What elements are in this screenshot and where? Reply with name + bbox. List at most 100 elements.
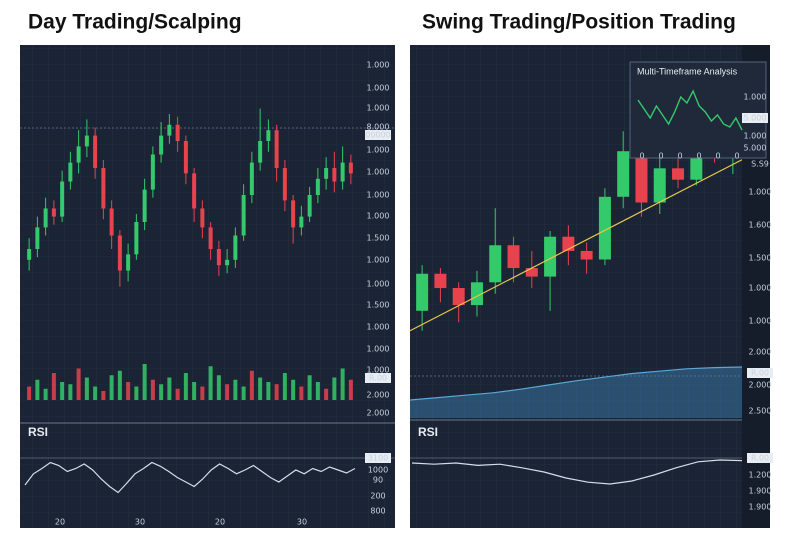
axis-label: R.00	[369, 374, 387, 383]
candle-body	[150, 154, 155, 190]
candle-body	[43, 208, 48, 228]
label-box	[747, 453, 773, 463]
axis-label: 1.000	[749, 317, 772, 326]
volume-bar	[348, 379, 353, 400]
volume-bar	[183, 373, 188, 400]
label-box	[365, 373, 391, 383]
axis-label: 1000	[368, 466, 388, 475]
candle-body	[489, 245, 502, 283]
axis-label: 1.000	[367, 256, 390, 265]
volume-bar	[60, 382, 65, 400]
volume-bar	[68, 384, 73, 400]
candle-body	[183, 141, 188, 174]
candle-body	[274, 130, 279, 168]
candle-body	[525, 268, 538, 277]
axis-label: R.00	[751, 454, 769, 463]
label-box	[747, 368, 773, 378]
label-box	[365, 130, 391, 140]
volume-bar	[299, 386, 304, 400]
trendline	[409, 159, 743, 332]
volume-bar	[274, 384, 279, 400]
candle-body	[307, 195, 312, 217]
axis-label: R.00	[751, 369, 769, 378]
candle-body	[332, 168, 337, 182]
axis-label: 1.000	[744, 93, 767, 102]
candle-body	[175, 124, 180, 141]
axis-label: 1.000	[367, 104, 390, 113]
volume-bar	[291, 379, 296, 400]
axis-label: 1.000	[367, 191, 390, 200]
candle-body	[544, 236, 557, 277]
volume-bar	[35, 379, 40, 400]
candle-body	[507, 245, 520, 269]
candle-body	[134, 222, 139, 255]
candle-body	[101, 168, 106, 209]
panel-title: Day Trading/Scalping	[28, 11, 242, 34]
axis-label: 2.000	[367, 409, 390, 418]
candle-body	[117, 235, 122, 271]
axis-label: 00000	[365, 131, 390, 140]
volume-bar	[93, 386, 98, 400]
candle-body	[291, 200, 296, 228]
volume-bar	[150, 379, 155, 400]
candle-body	[653, 168, 666, 203]
candle-body	[241, 195, 246, 236]
volume-bar	[101, 391, 106, 400]
axis-label: 1.000	[367, 84, 390, 93]
rsi-line	[411, 459, 743, 485]
axis-label: 1.000	[367, 323, 390, 332]
volume-bar	[216, 375, 221, 400]
axis-label: 1.000	[367, 345, 390, 354]
axis-label: 1.900	[749, 503, 772, 512]
left-grid	[20, 45, 395, 528]
volume-bar	[134, 386, 139, 400]
candle-body	[68, 162, 73, 182]
axis-label: 90	[373, 476, 383, 485]
candle-body	[35, 227, 40, 249]
volume-bar	[208, 366, 213, 400]
candle-body	[452, 288, 465, 306]
candle-body	[142, 189, 147, 222]
inset-x-label: 0	[658, 152, 663, 161]
volume-bar	[76, 368, 81, 400]
rsi-line	[24, 461, 356, 494]
candle-body	[324, 168, 329, 179]
candle-body	[84, 135, 89, 147]
volume-bar	[167, 377, 172, 400]
label-box	[742, 113, 768, 123]
volume-bar	[192, 382, 197, 400]
axis-label: 2.000	[749, 381, 772, 390]
candle-body	[340, 162, 345, 182]
volume-bar	[315, 382, 320, 400]
volume-bar	[332, 377, 337, 400]
volume-bar	[126, 382, 131, 400]
area-fill	[410, 367, 742, 418]
axis-label: 200	[370, 492, 385, 501]
volume-bar	[200, 386, 205, 400]
candle-body	[672, 168, 685, 180]
inset-x-label: 0	[677, 152, 682, 161]
axis-label: 1.900	[749, 487, 772, 496]
inset-x-label: 0	[734, 152, 739, 161]
candle-body	[282, 168, 287, 201]
candle-body	[225, 259, 230, 266]
rsi-title: RSI	[28, 425, 48, 439]
volume-bar	[27, 386, 32, 400]
axis-label: 5.000	[744, 144, 767, 153]
candle-body	[76, 146, 81, 163]
candle-body	[299, 216, 304, 228]
area-line	[409, 366, 743, 401]
candle-body	[27, 249, 32, 260]
volume-bar	[340, 368, 345, 400]
candle-body	[580, 250, 593, 260]
axis-label: 1.000	[367, 280, 390, 289]
axis-label: 2.000	[749, 348, 772, 357]
axis-label: 8.000	[367, 123, 390, 132]
candle-body	[470, 282, 483, 306]
candle-body	[216, 249, 221, 266]
volume-bar	[266, 382, 271, 400]
candle-body	[617, 151, 630, 197]
axis-label: 1.500	[367, 301, 390, 310]
volume-bar	[117, 370, 122, 400]
